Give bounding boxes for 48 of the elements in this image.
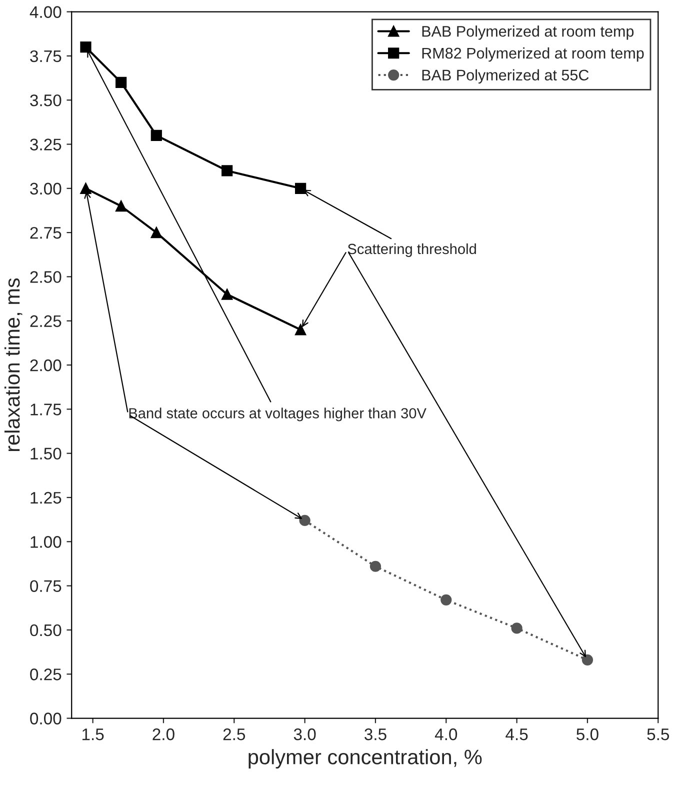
x-tick-label: 2.5 bbox=[223, 728, 246, 740]
y-tick-label: 2.75 bbox=[30, 226, 62, 239]
point bbox=[295, 182, 306, 194]
point bbox=[299, 514, 310, 526]
x-tick-label: 2.0 bbox=[152, 728, 174, 740]
x-tick-label: 4.0 bbox=[434, 728, 458, 740]
y-tick-label: 0.25 bbox=[30, 668, 62, 680]
y-tick-label: 1.50 bbox=[30, 448, 62, 460]
legend-label: BAB Polymerized at 55C bbox=[422, 69, 589, 84]
annotation: Scattering threshold bbox=[348, 243, 476, 258]
point bbox=[80, 182, 92, 194]
y-tick-label: 1.25 bbox=[30, 492, 62, 504]
y-tick-label: 1.00 bbox=[30, 536, 62, 548]
y-tick-label: 2.25 bbox=[30, 315, 62, 328]
point bbox=[440, 594, 452, 606]
x-tick-label: 5.5 bbox=[647, 728, 670, 740]
point bbox=[370, 560, 382, 572]
y-tick-label: 3.50 bbox=[30, 94, 62, 106]
y-tick-label: 3.00 bbox=[30, 182, 62, 195]
x-tick-label: 5.0 bbox=[576, 728, 598, 740]
point bbox=[150, 130, 162, 141]
y-tick-label: 3.75 bbox=[30, 50, 62, 62]
point bbox=[116, 76, 127, 88]
x-tick-label: 3.5 bbox=[364, 728, 386, 740]
x-tick-label: 4.5 bbox=[506, 728, 528, 740]
point bbox=[511, 622, 522, 634]
point bbox=[150, 227, 162, 238]
y-tick-label: 0.00 bbox=[30, 712, 62, 724]
point bbox=[222, 288, 233, 300]
x-axis-title: polymer concentration, % bbox=[248, 749, 482, 769]
y-tick-label: 2.50 bbox=[30, 271, 62, 283]
point bbox=[582, 654, 594, 666]
x-tick-label: 3.0 bbox=[294, 728, 316, 740]
y-tick-label: 3.25 bbox=[30, 138, 62, 150]
y-tick-label: 2.00 bbox=[30, 359, 62, 372]
y-tick-label: 1.75 bbox=[30, 404, 62, 416]
y-axis-title: relaxation time, ms bbox=[4, 278, 22, 452]
y-tick-label: 0.75 bbox=[30, 580, 62, 592]
y-tick-label: 0.50 bbox=[30, 624, 62, 636]
annotation: Band state occurs at voltages higher than 30V bbox=[129, 408, 426, 422]
x-tick-label: 1.5 bbox=[82, 728, 104, 740]
point bbox=[80, 42, 92, 53]
legend-label: RM82 Polymerized at room temp bbox=[422, 47, 644, 62]
point bbox=[222, 165, 233, 176]
legend-label: BAB Polymerized at room temp bbox=[422, 26, 634, 40]
y-tick-label: 4.00 bbox=[30, 6, 62, 18]
point bbox=[295, 324, 306, 336]
point bbox=[116, 200, 127, 212]
